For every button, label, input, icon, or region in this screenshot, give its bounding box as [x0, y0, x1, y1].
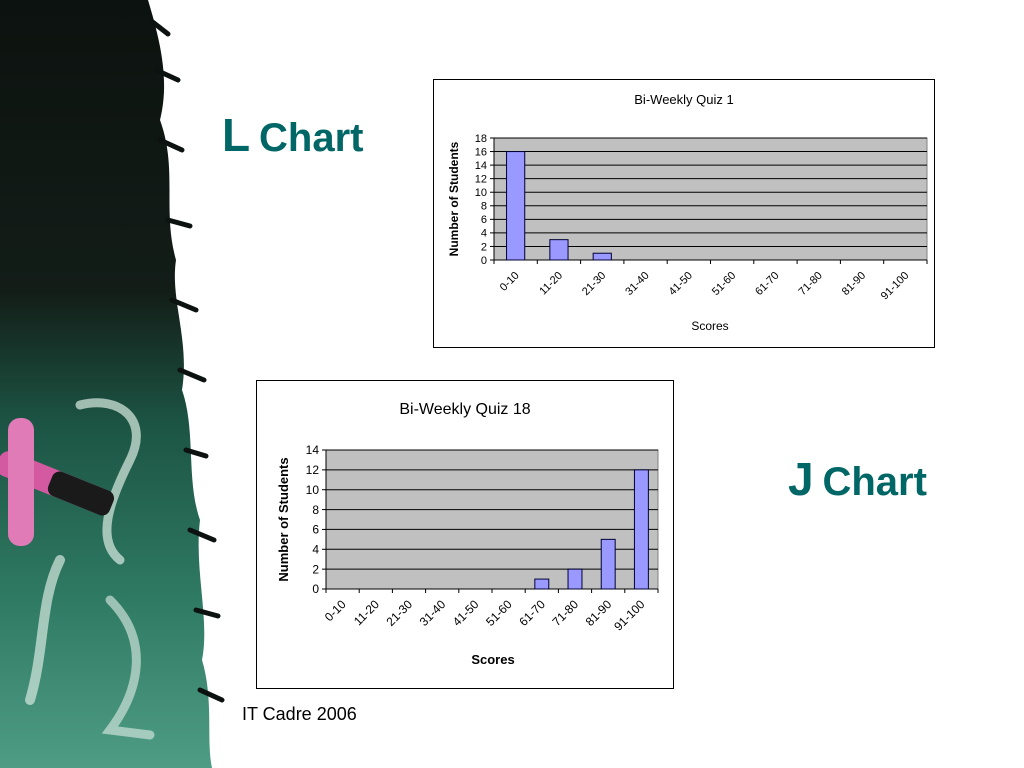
x-tick-label: 0-10: [322, 597, 349, 624]
bar-61-70: [534, 578, 550, 590]
quiz1-chart: Bi-Weekly Quiz 1 0 2 4 6 8 10 12 14 16 18 0-10 11-20…: [433, 79, 935, 348]
x-tick-label: 71-80: [796, 270, 824, 298]
x-tick-label: 0-10: [498, 270, 522, 294]
j-chart-title-letter: J: [788, 453, 814, 505]
bar-81-90: [600, 538, 616, 590]
bar-0-10: [506, 151, 526, 261]
y-tick-label: 14: [306, 443, 320, 457]
chalkboard-image: [0, 0, 225, 768]
chalk-piece-icon: [0, 418, 115, 546]
y-tick-label: 6: [481, 214, 487, 226]
y-tick-label: 16: [475, 146, 487, 158]
x-tick-label: 11-20: [537, 270, 565, 298]
y-tick-label: 2: [481, 241, 487, 253]
x-tick-label: 21-30: [580, 270, 608, 298]
x-axis-label: Scores: [471, 652, 514, 667]
y-tick-label: 4: [312, 542, 319, 556]
x-tick-label: 81-90: [583, 597, 615, 629]
bar-91-100: [633, 469, 649, 590]
chart-title: Bi-Weekly Quiz 18: [399, 401, 530, 418]
y-axis-label: Number of Students: [276, 457, 291, 581]
y-tick-label: 8: [312, 503, 319, 517]
j-chart-title: J Chart: [788, 452, 927, 506]
x-tick-label: 51-60: [483, 597, 515, 629]
y-tick-label: 12: [475, 174, 487, 186]
y-tick-label: 10: [306, 483, 320, 497]
quiz18-chart-svg: Bi-Weekly Quiz 18 0 2 4 6 8 10 12 14 0-10 11-20 21-…: [276, 401, 659, 667]
l-chart-title-word: Chart: [259, 116, 364, 160]
x-tick-label: 81-90: [840, 270, 868, 298]
bar-21-30: [592, 252, 612, 261]
y-tick-label: 14: [475, 160, 487, 172]
j-chart-title-word: Chart: [822, 460, 927, 504]
y-tick-label: 4: [481, 228, 487, 240]
x-tick-label: 71-80: [550, 597, 582, 629]
x-tick-label: 51-60: [710, 270, 738, 298]
x-tick-label: 11-20: [351, 597, 382, 628]
y-tick-label: 0: [312, 582, 319, 596]
y-tick-label: 12: [306, 463, 320, 477]
chart-title: Bi-Weekly Quiz 1: [634, 92, 733, 107]
y-tick-label: 18: [475, 133, 487, 145]
y-tick-label: 8: [481, 201, 487, 213]
x-tick-label: 21-30: [384, 597, 416, 629]
x-tick-label: 41-50: [667, 270, 695, 298]
y-tick-label: 6: [312, 523, 319, 537]
l-chart-title: L Chart: [222, 108, 363, 162]
y-tick-label: 10: [475, 187, 487, 199]
x-tick-label: 31-40: [417, 597, 449, 629]
bar-71-80: [567, 568, 583, 590]
quiz18-chart: Bi-Weekly Quiz 18 0 2 4 6 8 10 12 14 0-10 11-20 21-…: [256, 380, 674, 689]
x-axis-label: Scores: [691, 319, 728, 333]
x-tick-label: 31-40: [623, 270, 651, 298]
x-tick-label: 91-100: [611, 597, 648, 634]
x-tick-label: 61-70: [516, 597, 548, 629]
x-tick-label: 41-50: [450, 597, 482, 629]
y-tick-label: 2: [312, 562, 319, 576]
footer-text: IT Cadre 2006: [242, 704, 357, 724]
y-axis-label: Number of Students: [447, 141, 461, 256]
bar-11-20: [549, 239, 569, 261]
l-chart-title-letter: L: [222, 109, 251, 161]
y-tick-label: 0: [481, 255, 487, 267]
x-tick-label: 91-100: [879, 270, 912, 303]
x-tick-label: 61-70: [753, 270, 781, 298]
